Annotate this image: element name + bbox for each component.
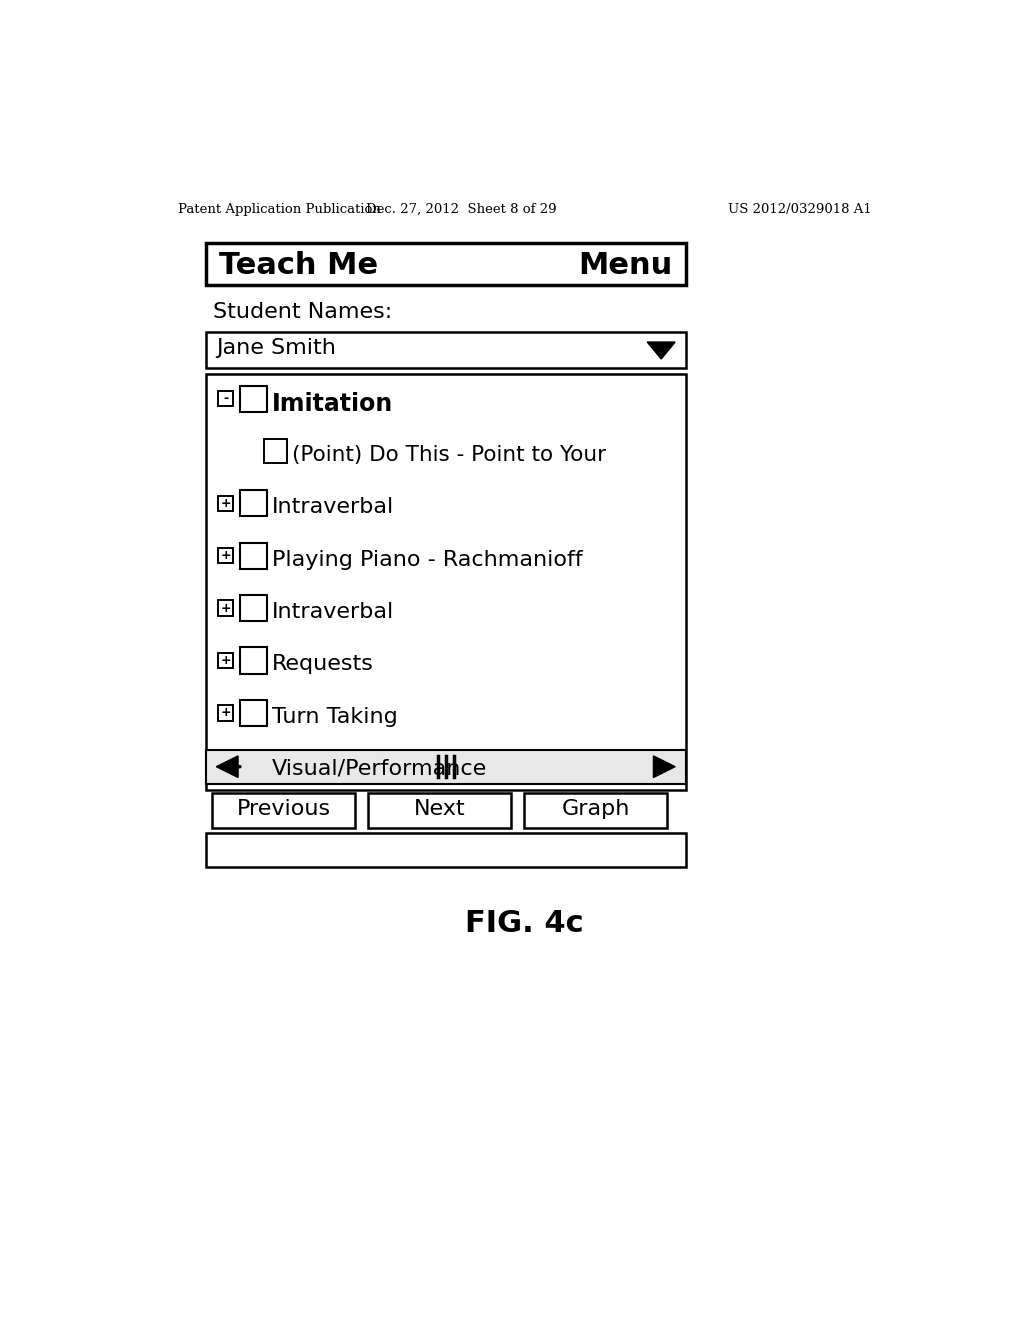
Bar — [206, 331, 686, 368]
Bar — [263, 440, 287, 462]
Text: Visual/Performance: Visual/Performance — [272, 759, 487, 779]
Bar — [218, 391, 233, 407]
Bar — [523, 793, 668, 829]
Bar — [241, 385, 266, 412]
Text: FIG. 4c: FIG. 4c — [466, 909, 584, 939]
Bar — [241, 595, 266, 622]
Text: Imitation: Imitation — [272, 392, 393, 417]
Bar — [218, 548, 233, 564]
Text: Jane Smith: Jane Smith — [216, 338, 336, 358]
Text: Graph: Graph — [561, 799, 630, 818]
Text: -: - — [223, 392, 228, 405]
Text: +: + — [220, 759, 231, 772]
Text: Dec. 27, 2012  Sheet 8 of 29: Dec. 27, 2012 Sheet 8 of 29 — [366, 203, 557, 216]
Text: Turn Taking: Turn Taking — [272, 706, 398, 726]
Text: Playing Piano - Rachmanioff: Playing Piano - Rachmanioff — [272, 549, 583, 569]
Bar — [241, 543, 266, 569]
Text: Intraverbal: Intraverbal — [272, 498, 394, 517]
Bar — [218, 653, 233, 668]
Text: Requests: Requests — [272, 655, 374, 675]
Bar — [206, 750, 686, 784]
Text: (Point) Do This - Point to Your: (Point) Do This - Point to Your — [292, 445, 606, 465]
Text: Teach Me: Teach Me — [219, 251, 379, 280]
Bar — [218, 705, 233, 721]
Text: Student Names:: Student Names: — [213, 302, 392, 322]
Text: +: + — [220, 496, 231, 510]
Text: +: + — [220, 653, 231, 667]
Bar — [206, 833, 686, 867]
Polygon shape — [647, 342, 675, 359]
Text: Next: Next — [414, 799, 465, 818]
Bar — [241, 752, 266, 779]
Bar — [218, 758, 233, 774]
Text: +: + — [220, 706, 231, 719]
Bar — [218, 601, 233, 615]
Text: Patent Application Publication: Patent Application Publication — [178, 203, 381, 216]
Bar — [206, 243, 686, 285]
Text: Intraverbal: Intraverbal — [272, 602, 394, 622]
Polygon shape — [653, 756, 675, 777]
Bar — [241, 490, 266, 516]
Bar — [241, 700, 266, 726]
Polygon shape — [216, 756, 238, 777]
Text: US 2012/0329018 A1: US 2012/0329018 A1 — [728, 203, 872, 216]
Text: +: + — [220, 602, 231, 615]
Bar — [218, 496, 233, 511]
Bar — [206, 374, 686, 789]
Text: Menu: Menu — [578, 251, 672, 280]
Bar — [241, 647, 266, 673]
Bar — [212, 793, 355, 829]
Bar — [368, 793, 511, 829]
Text: Previous: Previous — [237, 799, 331, 818]
Text: +: + — [220, 549, 231, 562]
